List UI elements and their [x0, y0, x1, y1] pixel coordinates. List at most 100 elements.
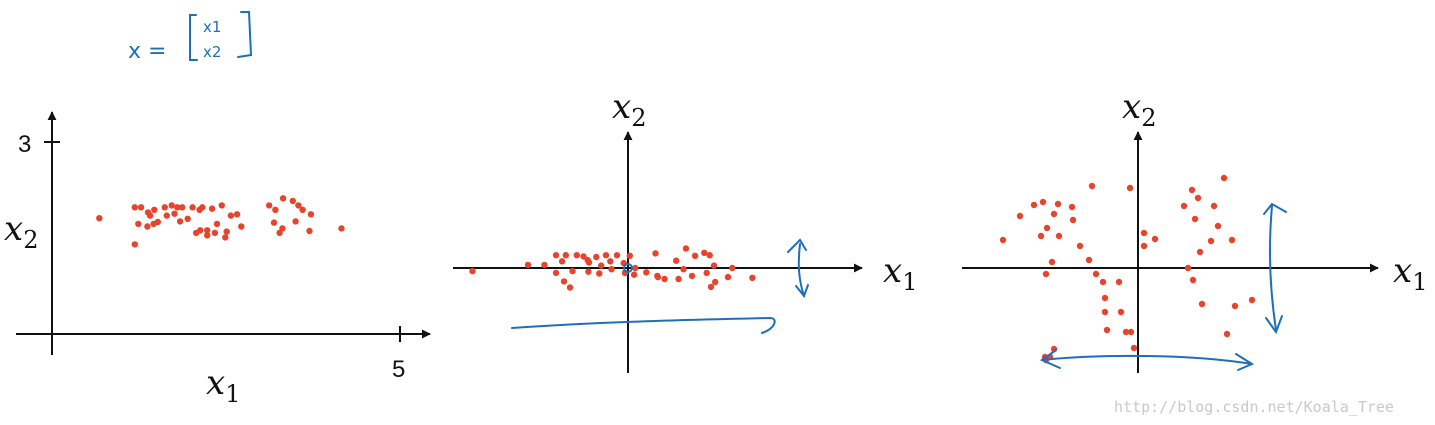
horizontal-spread-arrow	[1041, 354, 1253, 365]
vertical-arrow-head-bottom	[1265, 315, 1283, 335]
data-point	[135, 220, 142, 228]
data-point	[598, 262, 605, 269]
y-axis-label: x2	[612, 87, 646, 132]
data-point	[602, 252, 610, 259]
data-point	[706, 252, 713, 259]
data-point	[1055, 232, 1063, 240]
data-point	[306, 227, 313, 235]
data-point	[524, 261, 532, 269]
data-point	[749, 274, 756, 281]
data-point	[292, 218, 299, 225]
data-point	[213, 220, 221, 228]
data-point	[1207, 237, 1215, 245]
data-point	[573, 252, 580, 259]
data-point	[632, 264, 639, 272]
data-point	[1069, 216, 1077, 224]
data-point	[204, 227, 211, 234]
spread-arrows	[1039, 202, 1287, 371]
data-point	[144, 223, 151, 230]
data-point	[1076, 242, 1084, 250]
data-point	[608, 266, 615, 273]
panel-variance-normalized: x1 x2	[962, 87, 1427, 373]
data-point	[1140, 229, 1148, 237]
data-point	[1198, 300, 1206, 308]
left-bracket	[189, 14, 198, 61]
data-point	[688, 272, 696, 280]
data-point	[593, 253, 600, 261]
data-point	[1103, 326, 1111, 334]
data-point	[585, 259, 593, 266]
data-point	[227, 212, 235, 219]
annotation-lhs: x =	[128, 39, 166, 64]
data-point	[1039, 198, 1047, 206]
panel-raw: 5 3 x1 x2	[4, 111, 431, 408]
horizontal-arrow-head-right	[1235, 353, 1255, 371]
data-point	[1188, 186, 1196, 194]
data-point	[613, 252, 621, 259]
vertical-arrow-head-top	[787, 238, 807, 253]
data-point	[710, 262, 718, 269]
data-point	[211, 229, 219, 237]
data-point	[1180, 202, 1188, 210]
watermark: http://blog.csdn.net/Koala_Tree	[1114, 398, 1394, 416]
annotation-row1: x1	[203, 18, 221, 36]
data-point	[1122, 328, 1130, 336]
vertical-arrow-head-top	[1263, 202, 1287, 215]
horizontal-spread-arrow	[511, 316, 776, 334]
spread-arrows	[511, 238, 809, 334]
data-point	[585, 268, 592, 275]
data-point	[184, 215, 191, 222]
data-point	[208, 205, 216, 212]
x-axis-label: x1	[883, 251, 917, 296]
data-point	[1140, 242, 1148, 250]
annotation-row2: x2	[203, 43, 221, 61]
data-point	[1191, 215, 1199, 223]
data-point	[566, 284, 574, 291]
data-point	[1130, 344, 1138, 352]
y-axis-label: x2	[1122, 87, 1156, 132]
data-point	[192, 229, 200, 237]
data-point	[701, 249, 708, 256]
data-point	[558, 258, 566, 265]
data-point	[1016, 212, 1024, 220]
data-point	[151, 206, 158, 213]
data-point	[630, 271, 638, 278]
data-points	[96, 195, 345, 248]
data-point	[643, 269, 650, 276]
data-point	[1050, 210, 1058, 218]
data-point	[266, 202, 273, 209]
data-point	[1189, 276, 1197, 284]
panel-mean-subtracted: x1 x2	[453, 87, 917, 373]
data-point	[1184, 264, 1192, 272]
data-point	[1048, 258, 1056, 266]
data-point	[238, 223, 245, 230]
data-point	[222, 234, 229, 241]
data-point	[626, 252, 633, 259]
data-point	[279, 195, 287, 202]
data-point	[1054, 200, 1062, 208]
data-point	[682, 245, 690, 252]
data-point	[161, 204, 168, 211]
data-point	[712, 278, 719, 286]
data-point	[673, 257, 680, 264]
data-points	[469, 245, 756, 291]
data-point	[1042, 270, 1050, 278]
data-point	[652, 250, 659, 257]
data-point	[289, 197, 296, 205]
data-point	[1210, 202, 1218, 210]
x-tick-label: 5	[392, 356, 405, 383]
data-point	[174, 204, 181, 211]
data-point	[189, 204, 196, 211]
data-point	[218, 202, 225, 209]
data-point	[729, 264, 736, 272]
data-point	[131, 241, 138, 248]
data-point	[146, 212, 154, 219]
data-point	[569, 267, 576, 275]
data-point	[307, 211, 315, 218]
data-point	[1127, 328, 1135, 336]
data-point	[1085, 256, 1093, 264]
data-point	[295, 202, 302, 209]
data-point	[1043, 224, 1051, 232]
data-point	[270, 219, 278, 226]
vertical-spread-arrow	[1268, 205, 1277, 331]
